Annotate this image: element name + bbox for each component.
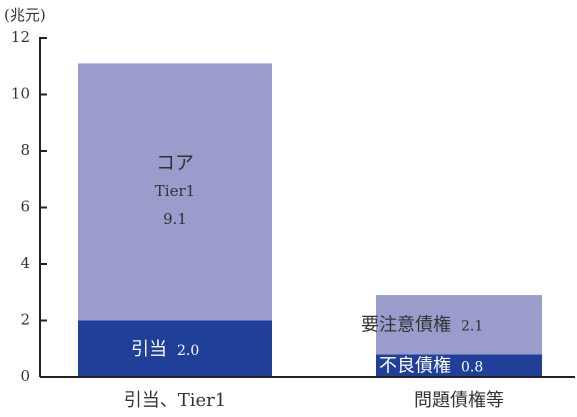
segment-label: コア <box>156 152 194 174</box>
y-tick-label: 6 <box>20 198 30 216</box>
value-label: 2.1 <box>461 319 483 335</box>
bar-segment <box>376 354 542 377</box>
value-label: 9.1 <box>163 210 187 228</box>
value-label: 0.8 <box>461 360 483 376</box>
y-tick-label: 8 <box>20 141 30 159</box>
segment-label: 不良債権 <box>379 356 451 377</box>
segment-label: 要注意債権 <box>361 315 451 336</box>
y-tick-label: 2 <box>20 311 30 329</box>
value-label: 2.0 <box>177 343 199 359</box>
y-tick-label: 0 <box>20 367 30 385</box>
y-axis-label: (兆元) <box>4 6 46 24</box>
y-tick-label: 10 <box>11 85 30 103</box>
segment-label: Tier1 <box>155 182 195 200</box>
y-tick-label: 4 <box>20 254 30 272</box>
y-tick-label: 12 <box>11 28 30 46</box>
segment-label: 引当 <box>131 339 167 360</box>
bar-segment <box>376 295 542 355</box>
bar-segment <box>78 63 272 321</box>
x-tick-label: 引当、Tier1 <box>124 390 226 411</box>
bar-segment <box>78 320 272 377</box>
x-tick-label: 問題債権等 <box>414 390 504 411</box>
